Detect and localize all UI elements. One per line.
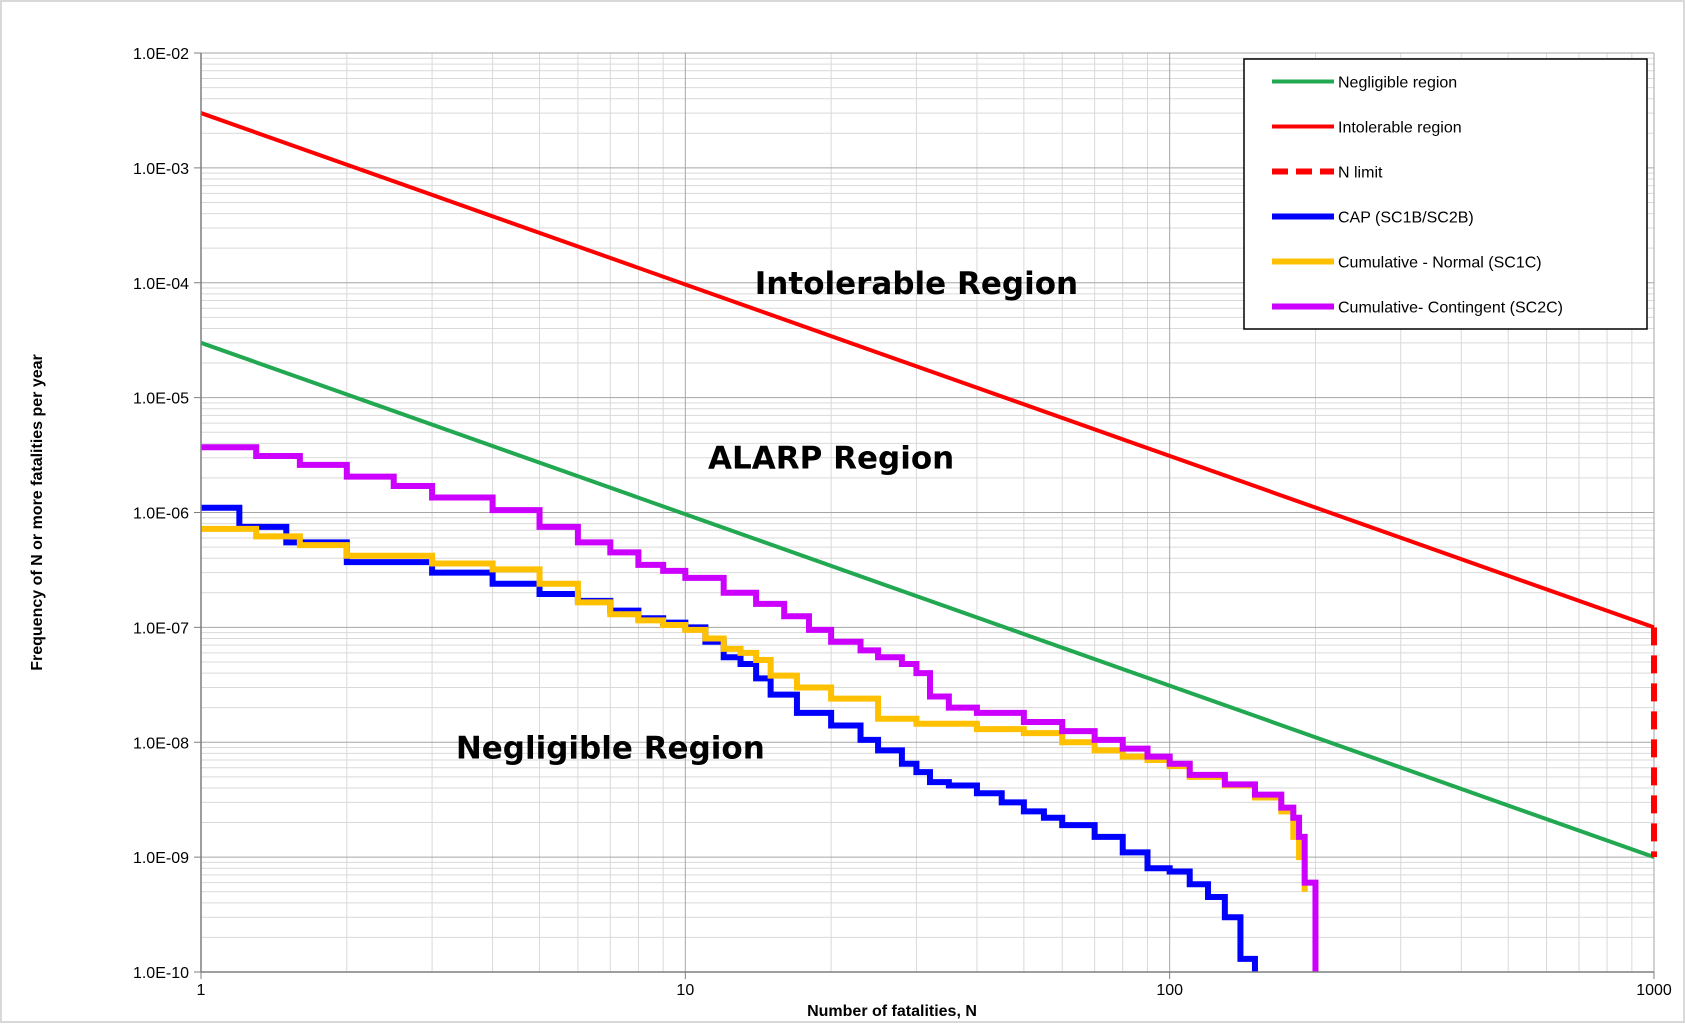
annotation-intolerable-region: Intolerable Region [755,266,1078,302]
plot-series [200,111,1657,972]
x-tick-label: 1000 [1636,982,1672,999]
legend-label-cumulative-contingent-sc2c: Cumulative- Contingent (SC2C) [1338,300,1563,317]
y-axis-title: Frequency of N or more fatalities per ye… [29,354,46,671]
x-tick-label: 100 [1156,982,1183,999]
legend-label-negligible-region: Negligible region [1338,75,1457,92]
annotation-alarp-region: ALARP Region [708,441,954,477]
series-intolerable-region [200,111,1655,630]
axes: 1.0E-10 1.0E-09 1.0E-08 1.0E-07 1.0E-06 1.0E-… [29,46,1672,1020]
series-negligible-region [200,340,1655,860]
y-tick-label: 1.0E-06 [133,506,189,523]
legend-label-n-limit: N limit [1338,165,1383,182]
legend: Negligible region Intolerable region N lim… [1243,58,1648,330]
y-tick-label: 1.0E-10 [133,965,189,982]
y-tick-label: 1.0E-09 [133,850,189,867]
x-tick-label: 10 [676,982,694,999]
series-cap-sc1b-sc2b [201,504,1258,972]
x-axis-title: Number of fatalities, N [807,1003,977,1020]
y-tick-label: 1.0E-05 [133,391,189,408]
y-tick-label: 1.0E-03 [133,161,189,178]
x-tick-label: 1 [197,982,206,999]
legend-label-cap-sc1b-sc2b: CAP (SC1B/SC2B) [1338,210,1474,227]
series-cumulative-contingent-sc2c [201,444,1319,972]
y-tick-label: 1.0E-07 [133,620,189,637]
legend-box [1243,58,1648,330]
y-tick-label: 1.0E-02 [133,46,189,63]
legend-label-intolerable-region: Intolerable region [1338,120,1462,137]
region-annotations: Intolerable Region ALARP Region Negligible… [456,266,1078,767]
annotation-negligible-region: Negligible Region [456,731,765,767]
y-tick-label: 1.0E-04 [133,276,189,293]
legend-label-cumulative-normal-sc1c: Cumulative - Normal (SC1C) [1338,255,1542,272]
y-tick-label: 1.0E-08 [133,735,189,752]
